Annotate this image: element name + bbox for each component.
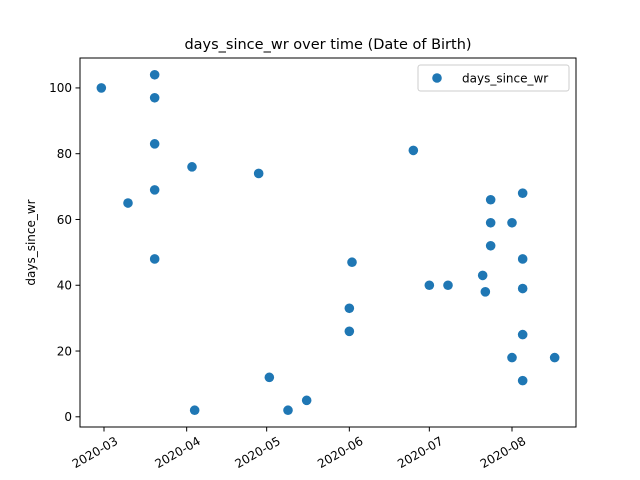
y-tick-label: 0 (64, 410, 72, 424)
data-point (517, 283, 528, 294)
y-tick-label: 20 (57, 344, 72, 358)
x-tick-label: 2020-07 (395, 434, 445, 471)
x-tick-label: 2020-08 (478, 434, 528, 471)
data-point (424, 280, 435, 291)
data-point (485, 217, 496, 228)
data-point (149, 139, 160, 149)
chart-title: days_since_wr over time (Date of Birth) (184, 37, 471, 53)
legend-box (417, 64, 570, 92)
y-tick-label: 100 (49, 81, 72, 95)
x-tick-label: 2020-03 (70, 434, 120, 471)
y-axis: 0 20 40 60 80 100 (49, 81, 80, 424)
data-point (264, 372, 275, 383)
data-point (347, 257, 357, 268)
data-point (549, 352, 560, 363)
data-point (253, 168, 264, 179)
x-axis: 2020-03 2020-04 2020-05 2020-06 2020-07 2020-… (70, 427, 528, 471)
data-point (408, 145, 419, 156)
data-point (344, 326, 355, 337)
data-point (517, 375, 528, 386)
legend: days_since_wr (417, 64, 570, 92)
data-point (443, 280, 453, 291)
y-tick-label: 80 (57, 147, 72, 161)
data-point (507, 352, 517, 363)
data-point (189, 405, 200, 416)
data-point (480, 287, 491, 297)
data-point (149, 92, 160, 103)
data-point (507, 217, 517, 228)
data-point (149, 69, 160, 80)
legend-marker (432, 73, 442, 83)
y-tick-label: 40 (57, 279, 72, 293)
data-point (517, 188, 528, 198)
data-point (517, 329, 528, 340)
data-point (485, 194, 496, 205)
y-axis-title: days_since_wr (24, 199, 38, 285)
data-point (96, 83, 107, 93)
x-tick-label: 2020-06 (315, 434, 365, 471)
data-point (344, 303, 355, 314)
data-point (485, 240, 496, 251)
plot-area (79, 57, 577, 428)
y-tick-label: 60 (57, 213, 72, 227)
legend-label: days_since_wr (462, 71, 548, 85)
data-point (477, 270, 488, 281)
plot-frame (79, 57, 577, 428)
data-point (187, 162, 197, 172)
data-point (301, 395, 312, 406)
x-tick-label: 2020-05 (232, 434, 282, 471)
data-point (149, 185, 160, 195)
data-point (283, 405, 293, 416)
data-point (149, 254, 160, 264)
data-point (517, 254, 528, 264)
data-point (123, 198, 133, 208)
x-tick-label: 2020-04 (152, 434, 202, 471)
